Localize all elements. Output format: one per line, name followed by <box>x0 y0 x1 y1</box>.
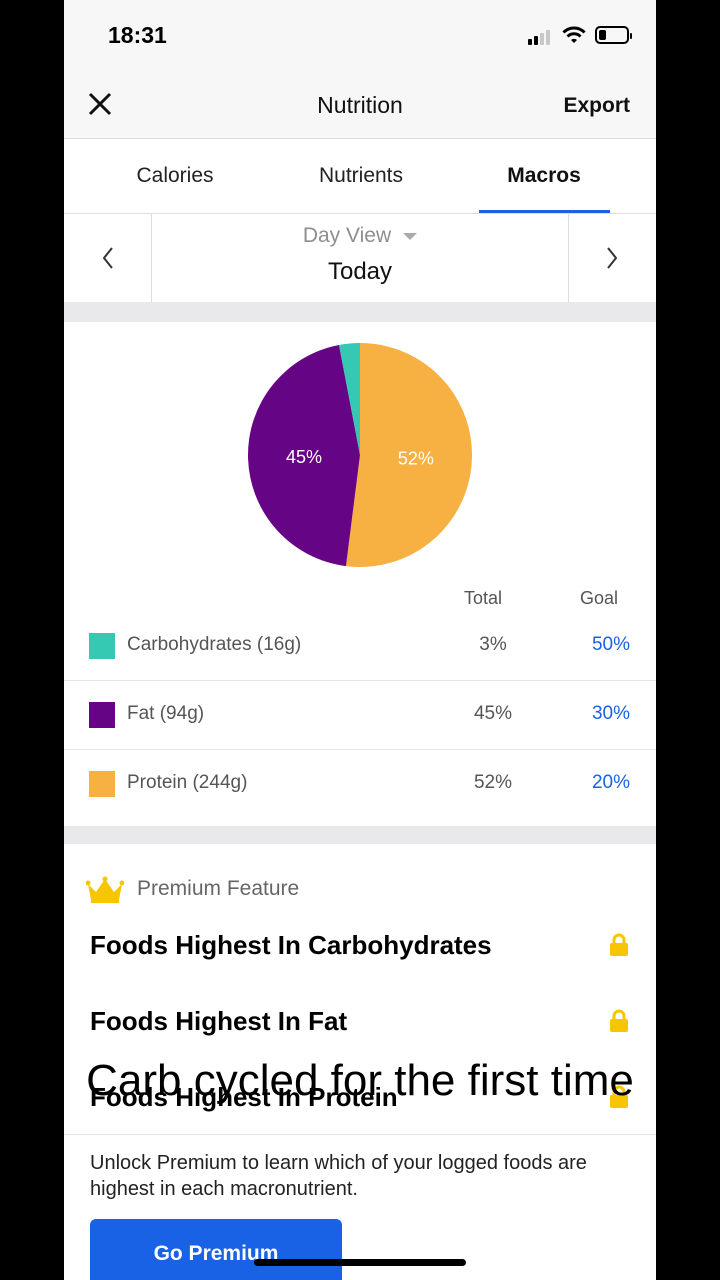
tab-macros[interactable]: Macros <box>507 164 581 187</box>
lock-icon <box>610 933 628 956</box>
foods-highest-carbohydrates-link[interactable]: Foods Highest In Carbohydrates <box>90 930 492 960</box>
macro-total: 45% <box>473 703 513 724</box>
battery-icon <box>595 26 632 44</box>
macro-label: Protein (244g) <box>127 772 248 793</box>
top-navigation-bar: Nutrition Export <box>64 72 656 139</box>
macro-row-fat: Fat (94g) 45% 30% <box>64 681 656 750</box>
export-button[interactable]: Export <box>563 94 630 117</box>
total-column-header: Total <box>464 588 503 608</box>
close-icon[interactable] <box>86 90 114 118</box>
pie-chart-svg: 52% 45% <box>248 343 472 567</box>
app-screen: 18:31 Nutrition Export Calories Nutrient… <box>64 0 656 1280</box>
premium-feature-label: Premium Feature <box>137 877 300 900</box>
page-title: Nutrition <box>317 92 403 118</box>
go-premium-label: Go Premium <box>153 1242 279 1265</box>
home-indicator[interactable] <box>254 1259 466 1266</box>
macro-row-protein: Protein (244g) 52% 20% <box>64 750 656 818</box>
tab-nutrients[interactable]: Nutrients <box>318 164 404 187</box>
status-bar: 18:31 <box>64 0 656 72</box>
status-time: 18:31 <box>108 22 167 48</box>
pie-label-protein: 52% <box>398 449 434 469</box>
macros-pie-chart: 52% 45% <box>64 322 656 578</box>
view-label: Day View <box>302 224 392 247</box>
lock-icon <box>610 1085 628 1108</box>
date-selector: Day View Today <box>64 214 656 302</box>
macro-total: 3% <box>479 634 507 655</box>
section-separator <box>64 826 656 844</box>
go-premium-button[interactable]: Go Premium <box>90 1219 342 1280</box>
divider <box>64 1134 656 1135</box>
protein-swatch <box>89 771 115 797</box>
next-day-button[interactable] <box>568 214 656 302</box>
chevron-right-icon <box>607 247 618 269</box>
macro-total: 52% <box>473 772 513 793</box>
macro-goal[interactable]: 30% <box>591 703 630 724</box>
caret-down-icon <box>403 232 418 240</box>
macro-row-carbohydrates: Carbohydrates (16g) 3% 50% <box>64 612 656 681</box>
crown-icon <box>86 876 124 903</box>
wifi-icon <box>562 26 586 43</box>
section-separator <box>64 302 656 322</box>
previous-day-button[interactable] <box>64 214 152 302</box>
foods-highest-fat-link[interactable]: Foods Highest In Fat <box>90 1006 348 1036</box>
active-tab-indicator <box>479 210 610 213</box>
macro-goal[interactable]: 50% <box>591 634 630 655</box>
pie-slice-protein <box>345 343 472 567</box>
view-selector[interactable]: Day View <box>64 224 656 248</box>
macro-goal[interactable]: 20% <box>591 772 630 793</box>
signal-icon <box>528 29 556 45</box>
pie-label-fat: 45% <box>286 447 322 467</box>
unlock-premium-text: Unlock Premium to learn which of your lo… <box>90 1152 587 1200</box>
tab-bar: Calories Nutrients Macros <box>64 139 656 214</box>
date-label: Today <box>327 258 393 285</box>
carbohydrates-swatch <box>89 633 115 659</box>
macro-label: Fat (94g) <box>127 703 205 724</box>
goal-column-header: Goal <box>580 588 619 608</box>
fat-swatch <box>89 702 115 728</box>
video-caption-overlay: Carb cycled for the first time <box>86 1056 634 1105</box>
foods-highest-protein-link[interactable]: Foods Highest In Protein <box>90 1082 398 1112</box>
tab-calories[interactable]: Calories <box>136 164 214 187</box>
macro-label: Carbohydrates (16g) <box>127 634 302 655</box>
pie-slice-fat <box>248 344 360 567</box>
lock-icon <box>610 1009 628 1032</box>
chevron-left-icon <box>102 247 113 269</box>
pie-slice-carbohydrates <box>339 343 360 455</box>
